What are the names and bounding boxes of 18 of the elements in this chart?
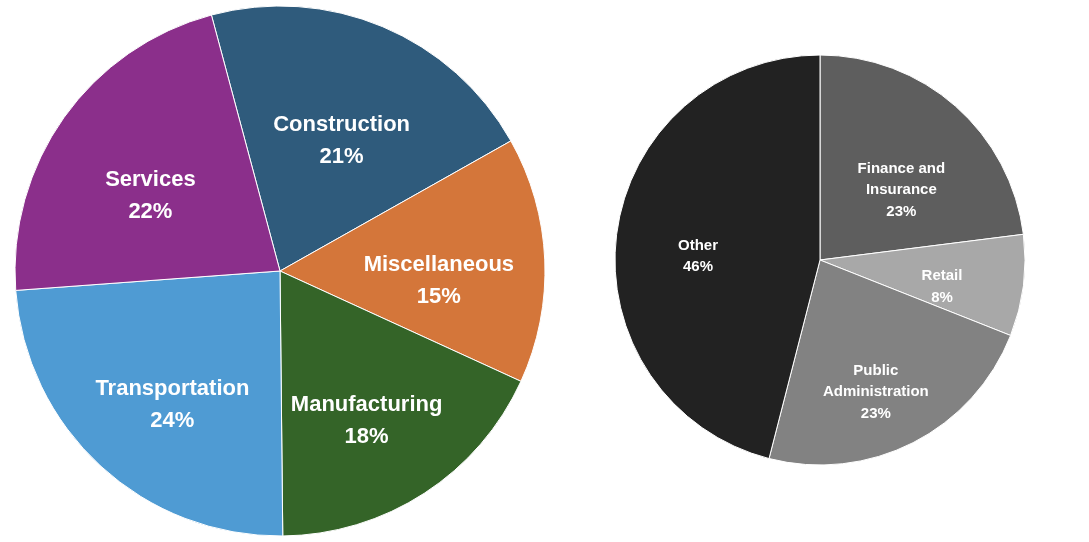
data-label: 21%: [319, 143, 364, 169]
data-label: 23%: [886, 202, 917, 220]
slice-label: Miscellaneous: [363, 251, 515, 277]
slice-label: Public Administration: [822, 360, 929, 400]
slice-label: Finance and Insurance: [857, 158, 946, 198]
slice-label: Transportation: [95, 375, 250, 401]
data-label: 22%: [128, 197, 173, 223]
data-label: 24%: [150, 406, 195, 432]
data-label: 46%: [682, 257, 713, 275]
data-label: 8%: [931, 288, 953, 306]
slice-label: Retail: [921, 266, 963, 284]
data-label: 23%: [860, 404, 891, 422]
data-label: 15%: [416, 283, 461, 309]
slice-label: Construction: [273, 111, 411, 137]
slice-label: Services: [105, 165, 196, 191]
data-label: 18%: [344, 423, 389, 449]
slice-label: Other: [677, 235, 719, 253]
slice-label: Manufacturing: [290, 391, 443, 417]
